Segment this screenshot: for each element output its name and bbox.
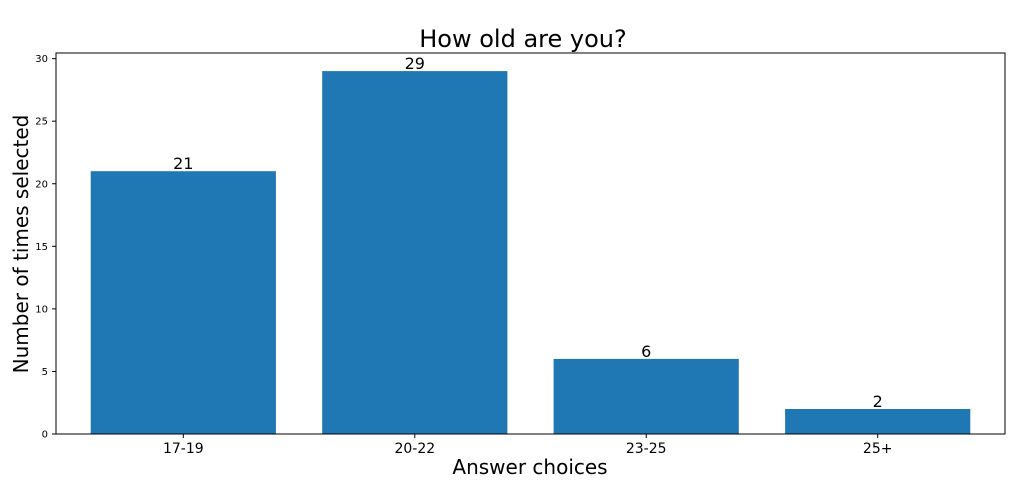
y-tick-label-15: 15: [35, 242, 48, 253]
x-tick-label-17-19: 17-19: [163, 441, 204, 457]
x-axis-label: Answer choices: [452, 455, 607, 479]
plot-frame: [55, 52, 1006, 435]
data-label-20-22: 29: [405, 54, 425, 73]
chart-title: How old are you?: [419, 25, 626, 53]
bar-25+: [785, 409, 971, 434]
y-axis: 0 5 10 15 20 25 30: [35, 54, 56, 441]
data-label-23-25: 6: [641, 342, 651, 361]
bar-23-25: [553, 358, 739, 434]
x-axis: 17-19 20-22 23-25 25+: [163, 434, 893, 457]
x-tick-label-25+: 25+: [863, 441, 893, 457]
data-label-25+: 2: [873, 392, 883, 411]
data-label-17-19: 21: [173, 154, 193, 173]
y-tick-label-5: 5: [42, 367, 48, 378]
y-tick-label-10: 10: [35, 304, 48, 315]
bars-group: 21 29 6 2: [90, 54, 971, 434]
bar-20-22: [322, 71, 508, 434]
x-tick-label-23-25: 23-25: [626, 441, 667, 457]
y-tick-label-30: 30: [35, 54, 48, 65]
bar-17-19: [90, 171, 276, 434]
y-tick-label-25: 25: [35, 117, 48, 128]
x-tick-label-20-22: 20-22: [394, 441, 435, 457]
y-axis-label: Number of times selected: [9, 115, 33, 374]
y-tick-label-0: 0: [42, 430, 48, 441]
y-tick-label-20: 20: [35, 179, 48, 190]
